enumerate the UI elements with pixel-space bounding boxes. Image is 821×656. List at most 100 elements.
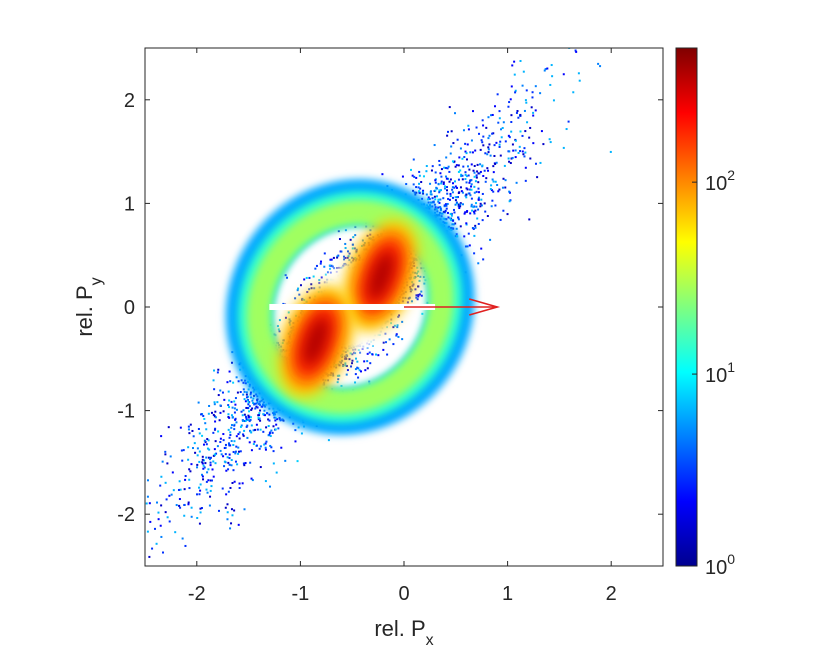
sparse-count: [108, 583, 110, 585]
sparse-count: [132, 537, 134, 539]
sparse-count: [472, 169, 475, 172]
sparse-count: [258, 447, 261, 450]
sparse-count: [500, 136, 503, 139]
sparse-count: [229, 486, 232, 489]
sparse-count: [243, 429, 246, 432]
sparse-count: [444, 209, 447, 212]
sparse-count: [444, 203, 447, 206]
sparse-count: [282, 302, 285, 305]
sparse-count: [219, 411, 222, 414]
sparse-count: [187, 446, 190, 449]
sparse-count: [198, 522, 201, 525]
sparse-count: [502, 121, 505, 124]
sparse-count: [237, 450, 240, 453]
sparse-count: [190, 506, 193, 509]
y-tick-label: -1: [117, 401, 135, 423]
sparse-count: [504, 186, 507, 189]
sparse-count: [277, 346, 280, 349]
sparse-count: [473, 234, 476, 237]
sparse-count: [324, 273, 327, 276]
sparse-count: [228, 444, 231, 447]
sparse-count: [247, 401, 250, 404]
sparse-count: [396, 324, 399, 327]
sparse-count: [481, 219, 484, 222]
sparse-count: [294, 440, 297, 443]
sparse-count: [477, 198, 480, 201]
sparse-count: [345, 364, 348, 367]
sparse-count: [503, 164, 506, 167]
sparse-count: [275, 341, 278, 344]
sparse-count: [473, 191, 476, 194]
sparse-count: [455, 186, 458, 189]
sparse-count: [425, 193, 428, 196]
sparse-count: [375, 353, 378, 356]
sparse-count: [208, 504, 211, 507]
sparse-count: [128, 496, 130, 498]
sparse-count: [461, 174, 464, 177]
sparse-count: [562, 73, 565, 76]
sparse-count: [464, 173, 467, 176]
sparse-count: [438, 201, 441, 204]
sparse-count: [452, 223, 455, 226]
sparse-count: [243, 508, 246, 511]
sparse-count: [213, 415, 216, 418]
sparse-count: [515, 181, 518, 184]
sparse-count: [346, 256, 349, 259]
sparse-count: [444, 166, 447, 169]
sparse-count: [418, 192, 421, 195]
sparse-count: [498, 188, 501, 191]
sparse-count: [196, 463, 199, 466]
sparse-count: [273, 413, 276, 416]
sparse-count: [415, 186, 418, 189]
sparse-count: [174, 531, 177, 534]
sparse-count: [243, 464, 246, 467]
sparse-count: [255, 444, 258, 447]
sparse-count: [354, 368, 357, 371]
sparse-count: [425, 165, 428, 168]
sparse-count: [446, 211, 449, 214]
sparse-count: [451, 188, 454, 191]
sparse-count: [256, 398, 259, 401]
sparse-count: [178, 498, 181, 501]
sparse-count: [280, 446, 283, 449]
sparse-count: [204, 462, 207, 465]
sparse-count: [450, 218, 453, 221]
sparse-count: [213, 369, 216, 372]
sparse-count: [511, 156, 514, 159]
sparse-count: [477, 262, 480, 265]
sparse-count: [531, 96, 534, 99]
sparse-count: [464, 142, 467, 145]
sparse-count: [239, 450, 242, 453]
sparse-count: [340, 385, 343, 388]
sparse-count: [521, 84, 524, 87]
sparse-count: [149, 520, 152, 523]
sparse-count: [236, 391, 239, 394]
sparse-count: [214, 462, 217, 465]
sparse-count: [262, 413, 265, 416]
sparse-count: [343, 263, 346, 266]
sparse-count: [478, 132, 481, 135]
sparse-count: [439, 198, 442, 201]
sparse-count: [421, 191, 424, 194]
sparse-count: [388, 338, 391, 341]
sparse-count: [160, 535, 163, 538]
sparse-count: [522, 70, 525, 73]
sparse-count: [114, 546, 116, 548]
sparse-count: [137, 561, 139, 563]
sparse-count: [259, 466, 262, 469]
sparse-count: [488, 143, 491, 146]
sparse-count: [97, 534, 99, 536]
sparse-count: [272, 450, 275, 453]
sparse-count: [231, 416, 234, 419]
sparse-count: [101, 592, 103, 594]
sparse-count: [187, 458, 190, 461]
sparse-count: [488, 134, 491, 137]
sparse-count: [232, 469, 235, 472]
sparse-count: [446, 186, 449, 189]
sparse-count: [252, 397, 255, 400]
sparse-count: [442, 181, 445, 184]
sparse-count: [477, 181, 480, 184]
sparse-count: [417, 295, 420, 298]
sparse-count: [247, 403, 250, 406]
sparse-count: [344, 364, 347, 367]
